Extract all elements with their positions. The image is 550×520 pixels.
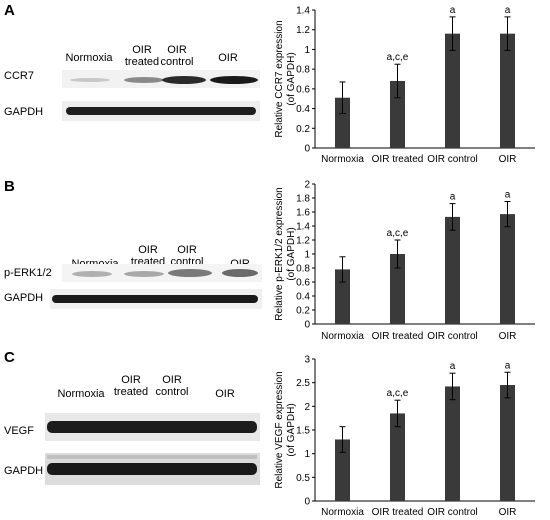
y-tick-label: 0.2 [296,124,310,135]
blot-band-strip [50,289,262,309]
y-tick-label: 1 [304,250,310,261]
y-tick-label: 2 [304,180,310,191]
bar [335,97,350,148]
y-tick-label: 1.4 [296,222,310,233]
y-axis-label: Relative VEGF expression(of GAPDH) [274,371,297,488]
bar-chart: 0 0.2 0.4 0.6 0.8 1 1.2 1.4 Relative CCR7 expres… [274,5,535,165]
x-tick-label: OIR treated [372,507,424,518]
panel-letter: B [4,178,15,195]
x-tick-label: Normoxia [321,331,364,342]
panel-c: C Normoxia OIR treated OIR control OIR V… [0,347,550,520]
bar [445,216,460,324]
lane-label: OIR control [155,374,189,398]
lane-label: Normoxia [65,52,113,64]
y-axis-label: Relative CCR7 expression(of GAPDH) [274,20,297,137]
bar [390,413,405,501]
y-tick-label: 1 [304,449,310,460]
y-tick-label: 0.2 [296,306,310,317]
significance-label: a [505,5,511,16]
bar [445,386,460,501]
blot-band-strip [45,413,260,441]
significance-label: a,c,e [387,388,409,399]
blot-band-strip [45,453,260,485]
blot-row-label: GAPDH [4,465,44,477]
x-tick-label: OIR [499,507,517,518]
y-tick-label: 0.8 [296,65,310,76]
y-tick-label: 0.4 [296,292,310,303]
bar-chart: 0 0.2 0.4 0.6 0.8 1 1.2 1.4 1.6 1.8 2 Relative p-ER… [274,180,535,342]
bar [390,254,405,324]
blot-row-label: CCR7 [4,70,34,82]
significance-label: a,c,e [387,228,409,239]
blot-row-label: GAPDH [4,292,44,304]
y-tick-label: 1 [304,45,310,56]
western-blot: Normoxia OIR treated OIR control OIR VEG… [0,347,265,520]
lane-label: Normoxia [57,388,105,400]
blot-row-label: p-ERK1/2 [4,267,52,279]
lane-label: OIR [215,388,235,400]
y-tick-label: 1.2 [296,236,310,247]
western-blot: Normoxia OIR treated OIR control OIR p-E… [0,174,265,347]
bar [445,33,460,148]
y-tick-label: 0.4 [296,104,310,115]
y-tick-label: 0 [304,497,310,508]
bar-chart: 0 0.5 1 1.5 2 2.5 3 Relative VEGF expression(of… [274,355,535,518]
bar [500,33,515,148]
blot-band-strip [62,101,260,121]
bar [500,214,515,324]
significance-label: a [505,360,511,371]
y-tick-label: 1.5 [296,426,310,437]
y-tick-label: 2 [304,402,310,413]
x-tick-label: OIR control [427,154,478,165]
significance-label: a [450,192,456,203]
significance-label: a [450,5,456,16]
lane-label: OIR control [160,44,194,68]
panel-letter: A [4,2,15,19]
y-tick-label: 0.6 [296,278,310,289]
y-tick-label: 1.2 [296,25,310,36]
y-tick-label: 0.5 [296,473,310,484]
y-tick-label: 0 [304,144,310,155]
significance-label: a [450,361,456,372]
lane-label: OIR treated [113,374,149,398]
bar [500,385,515,501]
panel-a: A Normoxia OIR treated OIR control OIR C… [0,0,550,173]
lane-label: OIR treated [124,44,160,68]
y-tick-label: 1.6 [296,208,310,219]
y-tick-label: 0 [304,320,310,331]
x-tick-label: OIR control [427,507,478,518]
x-tick-label: OIR [499,154,517,165]
panel-letter: C [4,349,15,366]
y-tick-label: 3 [304,355,310,366]
lane-label: OIR [218,52,238,64]
x-tick-label: OIR control [427,331,478,342]
blot-band-strip [62,70,260,88]
significance-label: a,c,e [387,52,409,63]
x-tick-label: OIR [499,331,517,342]
y-tick-label: 0.6 [296,84,310,95]
panel-b: B Normoxia OIR treated OIR control OIR p… [0,174,550,347]
x-tick-label: Normoxia [321,507,364,518]
bar [335,439,350,501]
significance-label: a [505,190,511,201]
y-tick-label: 2.5 [296,378,310,389]
blot-row-label: GAPDH [4,106,44,118]
bar [390,80,405,148]
blot-band-strip [62,264,262,282]
y-tick-label: 1.8 [296,194,310,205]
western-blot: Normoxia OIR treated OIR control OIR CCR… [0,0,265,173]
y-axis-label: Relative p-ERK1/2 expression(of GAPDH) [274,187,297,320]
x-tick-label: OIR treated [372,154,424,165]
bar [335,269,350,324]
blot-row-label: VEGF [4,425,34,437]
x-tick-label: Normoxia [321,154,364,165]
y-tick-label: 1.4 [296,6,310,17]
x-tick-label: OIR treated [372,331,424,342]
y-tick-label: 0.8 [296,264,310,275]
